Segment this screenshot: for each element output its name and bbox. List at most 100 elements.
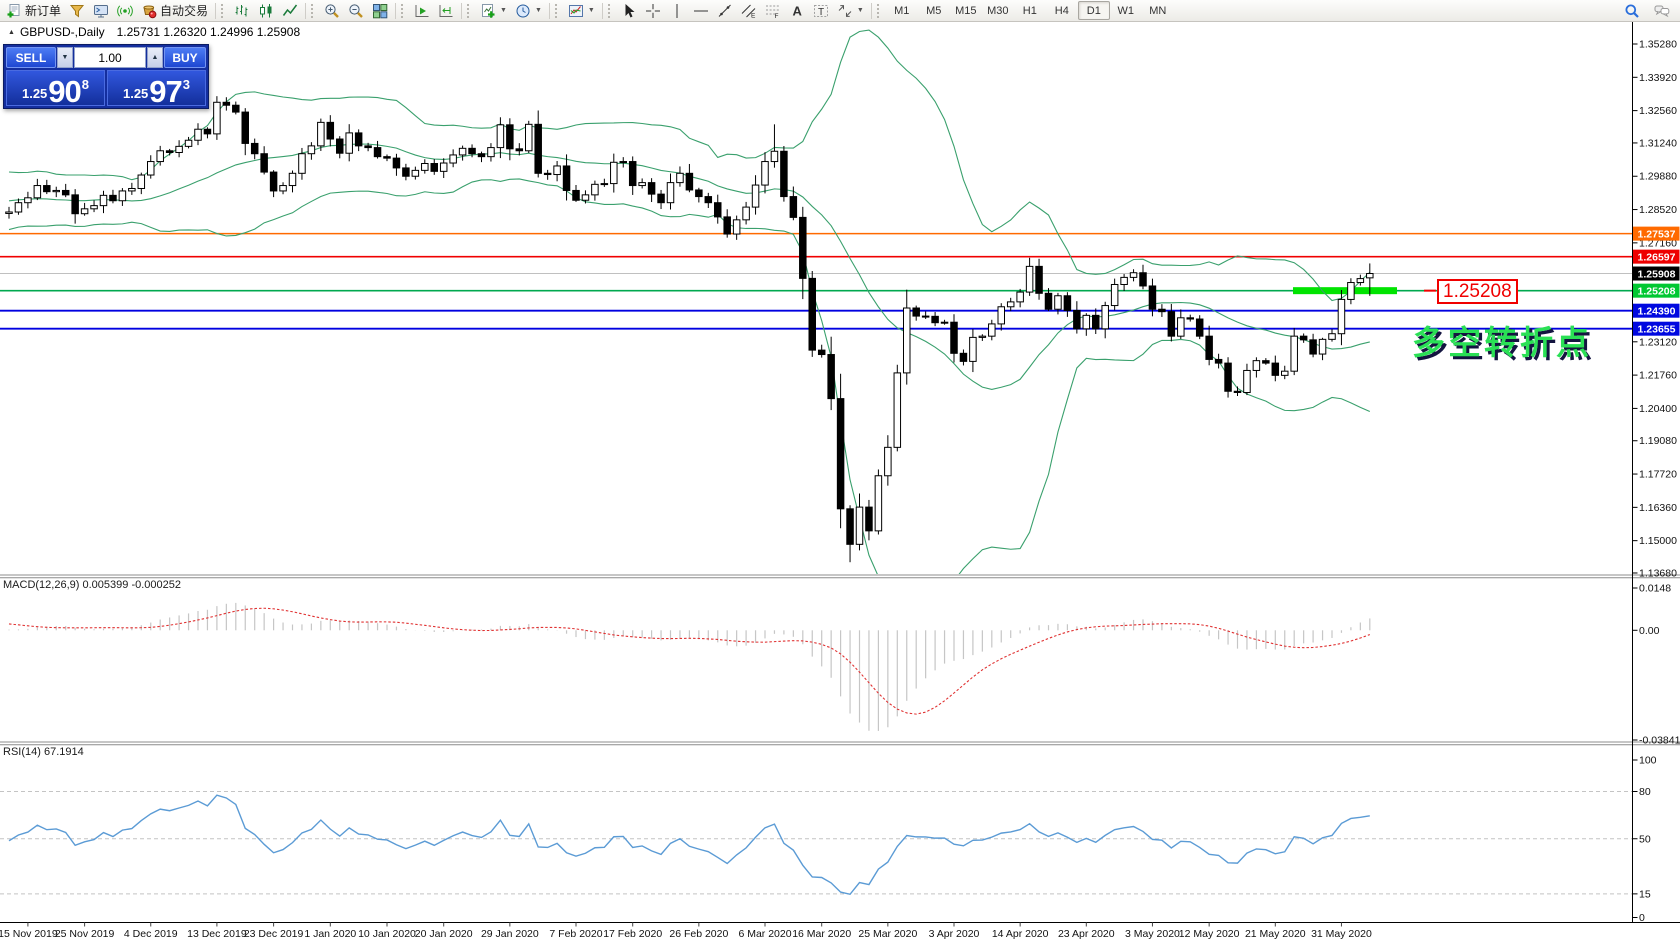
- zoom-in-button[interactable]: [320, 0, 344, 21]
- collapse-chart-icon[interactable]: ▲: [8, 29, 15, 36]
- vline-button[interactable]: [665, 0, 689, 21]
- text-button[interactable]: A: [785, 0, 809, 21]
- toolbar-grip: [221, 3, 226, 18]
- timeframe-h4-button[interactable]: H4: [1054, 4, 1069, 17]
- arrows-button[interactable]: ▼: [833, 0, 868, 21]
- chat-icon: [1654, 3, 1670, 19]
- line-chart-button[interactable]: [278, 0, 302, 21]
- svg-text:1.16360: 1.16360: [1639, 502, 1677, 514]
- chart-shift-button[interactable]: [434, 0, 458, 21]
- period-button[interactable]: ▼: [511, 0, 546, 21]
- timeframe-h1-button[interactable]: H1: [1022, 4, 1037, 17]
- svg-text:1.26597: 1.26597: [1638, 251, 1676, 263]
- ask-price-button[interactable]: 1.25 97 3: [107, 70, 206, 107]
- svg-text:1.32560: 1.32560: [1639, 105, 1677, 117]
- arrows-icon: [837, 3, 853, 19]
- funnel-button[interactable]: [65, 0, 89, 21]
- fibonacci-button[interactable]: F: [761, 0, 785, 21]
- period-icon: [515, 3, 531, 19]
- timeframe-m1-button[interactable]: M1: [894, 4, 910, 17]
- bar-chart-button[interactable]: [230, 0, 254, 21]
- fibonacci-icon: F: [765, 3, 781, 19]
- toolbar-grip: [311, 3, 316, 18]
- search-button[interactable]: [1620, 0, 1644, 21]
- price-level-tag[interactable]: 1.25208: [1437, 279, 1518, 304]
- indicators-button[interactable]: ▼: [564, 0, 599, 21]
- svg-text:31 May 2020: 31 May 2020: [1311, 928, 1372, 940]
- bid-price-button[interactable]: 1.25 90 8: [6, 70, 105, 109]
- zoom-out-icon: [348, 3, 364, 19]
- toolbar-grip: [467, 3, 472, 18]
- hline-button[interactable]: [689, 0, 713, 21]
- timeframe-m30-button[interactable]: M30: [987, 4, 1009, 17]
- autotrading-button[interactable]: 自动交易: [137, 0, 212, 21]
- toolbar-separator: [870, 2, 872, 19]
- timeframe-d1-button[interactable]: D1: [1077, 1, 1110, 20]
- svg-text:1.21760: 1.21760: [1639, 370, 1677, 382]
- bid-price-sup: 8: [81, 77, 90, 92]
- svg-text:50: 50: [1639, 833, 1651, 845]
- toolbar-grip: [554, 3, 560, 18]
- macd-indicator-label: MACD(12,26,9) 0.005399 -0.000252: [3, 579, 181, 591]
- rsi-indicator-label: RSI(14) 67.1914: [3, 746, 84, 758]
- svg-text:1.35280: 1.35280: [1639, 39, 1677, 51]
- svg-text:23 Dec 2019: 23 Dec 2019: [244, 928, 304, 940]
- svg-text:1.33920: 1.33920: [1639, 72, 1677, 84]
- toolbar: 新订单 自动交易 ▼ ▼ ▼ E F A T ▼ M1 M5 M15 M30 H1 H4 D1 W1 MN: [0, 0, 1680, 22]
- svg-text:26 Feb 2020: 26 Feb 2020: [669, 928, 728, 940]
- svg-text:1.25908: 1.25908: [1638, 268, 1676, 280]
- funnel-icon: [69, 3, 85, 19]
- vline-icon: [669, 3, 685, 19]
- timeframe-mn-button[interactable]: MN: [1149, 4, 1167, 17]
- svg-text:14 Apr 2020: 14 Apr 2020: [992, 928, 1049, 940]
- toolbar-separator: [215, 2, 217, 19]
- svg-text:1.25208: 1.25208: [1638, 285, 1676, 297]
- chat-button[interactable]: [1650, 0, 1674, 21]
- svg-text:0.00: 0.00: [1639, 625, 1660, 637]
- ohlc-values: 1.25731 1.26320 1.24996 1.25908: [116, 25, 301, 39]
- label-button[interactable]: T: [809, 0, 833, 21]
- sell-button[interactable]: SELL: [6, 47, 56, 68]
- new-order-button[interactable]: 新订单: [2, 0, 65, 21]
- timeframe-w1-button[interactable]: W1: [1117, 4, 1135, 17]
- new-chart-button[interactable]: ▼: [476, 0, 511, 21]
- svg-text:A: A: [792, 3, 802, 18]
- signal-button[interactable]: [113, 0, 137, 21]
- crosshair-button[interactable]: [641, 0, 665, 21]
- svg-text:1.29880: 1.29880: [1639, 171, 1677, 183]
- svg-text:1.31240: 1.31240: [1639, 137, 1677, 149]
- ask-price-sup: 3: [182, 77, 191, 92]
- svg-text:16 Mar 2020: 16 Mar 2020: [792, 928, 851, 940]
- svg-text:25 Mar 2020: 25 Mar 2020: [858, 928, 917, 940]
- svg-text:-0.038415: -0.038415: [1639, 735, 1680, 747]
- chart-canvas[interactable]: 1.35280 1.33920 1.32560 1.31240 1.29880 1.285…: [0, 22, 1680, 942]
- timeframe-m15-button[interactable]: M15: [955, 4, 977, 17]
- channel-button[interactable]: E: [737, 0, 761, 21]
- svg-text:0.0148: 0.0148: [1639, 583, 1671, 595]
- volume-input[interactable]: [75, 48, 145, 67]
- zoom-out-button[interactable]: [344, 0, 368, 21]
- tile-windows-button[interactable]: [368, 0, 392, 21]
- svg-text:1.23120: 1.23120: [1639, 336, 1677, 348]
- volume-increase-button[interactable]: ▲: [147, 47, 163, 68]
- timeframe-m5-button[interactable]: M5: [926, 4, 942, 17]
- toolbar-right: [1620, 0, 1678, 21]
- svg-text:21 May 2020: 21 May 2020: [1245, 928, 1306, 940]
- turning-point-note[interactable]: 多空转折点: [1412, 324, 1592, 361]
- toolbar-separator: [305, 2, 307, 19]
- volume-decrease-button[interactable]: ▼: [57, 47, 73, 68]
- svg-text:6 Mar 2020: 6 Mar 2020: [738, 928, 791, 940]
- crosshair-icon: [645, 3, 661, 19]
- buy-button[interactable]: BUY: [164, 47, 206, 68]
- auto-scroll-button[interactable]: [410, 0, 434, 21]
- svg-text:1.27537: 1.27537: [1638, 228, 1676, 240]
- trendline-button[interactable]: [713, 0, 737, 21]
- cursor-button[interactable]: [617, 0, 641, 21]
- autotrading-icon: [141, 3, 157, 19]
- bid-price-big: 90: [48, 74, 81, 109]
- svg-text:17 Feb 2020: 17 Feb 2020: [603, 928, 662, 940]
- signal-icon: [117, 3, 133, 19]
- candle-chart-button[interactable]: [254, 0, 278, 21]
- terminal-button[interactable]: [89, 0, 113, 21]
